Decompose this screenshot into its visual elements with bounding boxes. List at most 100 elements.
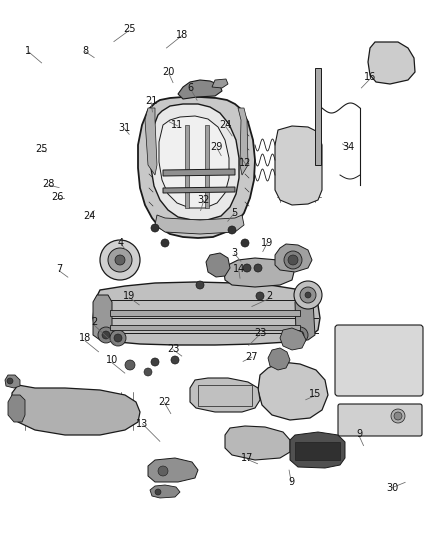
Polygon shape [275,244,312,272]
Circle shape [282,330,298,346]
Polygon shape [178,80,222,99]
Polygon shape [8,395,25,422]
Circle shape [151,358,159,366]
Circle shape [292,327,308,343]
Circle shape [196,281,204,289]
Circle shape [300,287,316,303]
Polygon shape [12,385,140,435]
Polygon shape [224,258,294,287]
Text: 30: 30 [386,483,398,492]
Circle shape [394,412,402,420]
Circle shape [286,334,294,342]
Text: 1: 1 [25,46,32,55]
Polygon shape [138,97,255,238]
Text: 18: 18 [176,30,188,39]
Polygon shape [190,378,260,412]
Text: 17: 17 [241,454,254,463]
Circle shape [114,334,122,342]
Text: 3: 3 [231,248,237,258]
Polygon shape [225,426,290,460]
Text: 4: 4 [117,238,124,247]
Polygon shape [110,325,300,330]
Circle shape [151,224,159,232]
Polygon shape [93,295,112,340]
Polygon shape [205,125,209,208]
FancyBboxPatch shape [338,404,422,436]
Circle shape [125,360,135,370]
Polygon shape [275,126,322,205]
Text: 28: 28 [42,179,54,189]
Text: 6: 6 [187,83,194,93]
Circle shape [228,226,236,234]
Polygon shape [290,432,345,468]
Circle shape [288,255,298,265]
Circle shape [115,255,125,265]
Polygon shape [258,362,328,420]
Text: 9: 9 [288,478,294,487]
Circle shape [158,466,168,476]
Polygon shape [159,116,229,208]
Text: 24: 24 [84,211,96,221]
Text: 34: 34 [342,142,354,151]
Text: 26: 26 [51,192,63,202]
Text: 2: 2 [91,318,97,327]
Text: 24: 24 [219,120,232,130]
Text: 8: 8 [82,46,88,55]
Polygon shape [150,104,239,220]
Circle shape [161,239,169,247]
Polygon shape [185,125,189,208]
Text: 32: 32 [198,195,210,205]
Polygon shape [163,187,235,193]
Text: 13: 13 [136,419,148,429]
Circle shape [241,239,249,247]
Polygon shape [5,375,20,388]
Circle shape [110,330,126,346]
Text: 25: 25 [35,144,48,154]
Text: 16: 16 [364,72,376,82]
Text: 15: 15 [309,390,321,399]
Polygon shape [268,348,290,370]
Circle shape [7,378,13,384]
Text: 19: 19 [123,291,135,301]
Text: 29: 29 [211,142,223,151]
Polygon shape [110,310,300,316]
Text: 19: 19 [261,238,273,247]
Polygon shape [206,253,230,277]
Text: 31: 31 [119,123,131,133]
Text: 21: 21 [145,96,157,106]
Text: 22: 22 [158,398,170,407]
Polygon shape [238,108,248,175]
Circle shape [284,251,302,269]
Polygon shape [295,295,315,340]
Polygon shape [145,108,157,175]
Circle shape [391,409,405,423]
FancyBboxPatch shape [335,325,423,396]
Text: 27: 27 [246,352,258,362]
Circle shape [305,292,311,298]
Polygon shape [163,169,235,176]
Text: 14: 14 [233,264,245,274]
Text: 25: 25 [123,25,135,34]
Polygon shape [148,458,198,482]
Circle shape [102,331,110,339]
Circle shape [171,356,179,364]
Text: 12: 12 [239,158,251,167]
Text: 23: 23 [254,328,267,338]
Circle shape [296,331,304,339]
Polygon shape [315,68,321,165]
Polygon shape [155,215,244,234]
Text: 18: 18 [79,334,92,343]
Text: 7: 7 [56,264,62,274]
Circle shape [155,489,161,495]
Circle shape [254,264,262,272]
Text: 23: 23 [167,344,179,354]
Text: 9: 9 [356,430,362,439]
Polygon shape [93,282,320,345]
Circle shape [144,368,152,376]
Polygon shape [150,485,180,498]
Polygon shape [368,42,415,84]
Text: 11: 11 [171,120,184,130]
Circle shape [98,327,114,343]
Circle shape [100,240,140,280]
Text: 20: 20 [162,67,175,77]
